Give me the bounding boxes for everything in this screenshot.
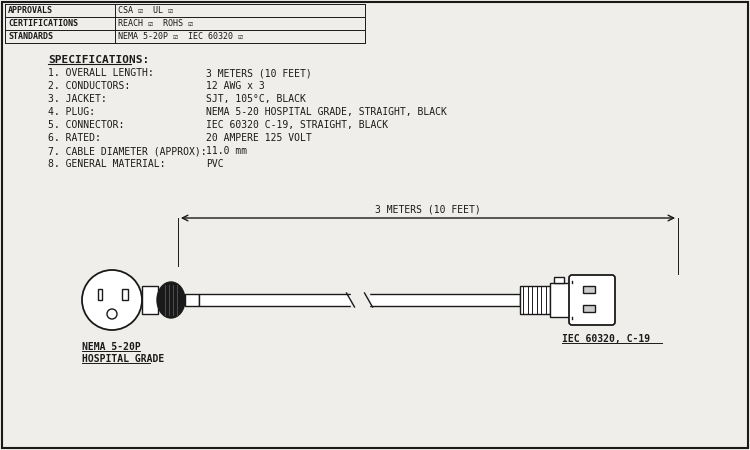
Text: HOSPITAL GRADE: HOSPITAL GRADE (82, 354, 164, 364)
Text: 4. PLUG:: 4. PLUG: (48, 107, 95, 117)
Text: SPECIFICATIONS:: SPECIFICATIONS: (48, 55, 149, 65)
Text: 8. GENERAL MATERIAL:: 8. GENERAL MATERIAL: (48, 159, 166, 169)
Bar (583, 286, 595, 293)
Text: 3 METERS (10 FEET): 3 METERS (10 FEET) (206, 68, 312, 78)
Text: 2. CONDUCTORS:: 2. CONDUCTORS: (48, 81, 130, 91)
Bar (554, 277, 564, 283)
Bar (520, 286, 550, 314)
Bar (550, 283, 572, 317)
Text: 3 METERS (10 FEET): 3 METERS (10 FEET) (375, 205, 481, 215)
Text: NEMA 5-20P ☑  IEC 60320 ☑: NEMA 5-20P ☑ IEC 60320 ☑ (118, 32, 243, 41)
Bar (98, 289, 102, 300)
Bar (583, 305, 595, 312)
Text: NEMA 5-20 HOSPITAL GRADE, STRAIGHT, BLACK: NEMA 5-20 HOSPITAL GRADE, STRAIGHT, BLAC… (206, 107, 447, 117)
Bar (144, 303, 156, 308)
Text: 20 AMPERE 125 VOLT: 20 AMPERE 125 VOLT (206, 133, 312, 143)
Text: NEMA 5-20P: NEMA 5-20P (82, 342, 141, 352)
Text: 3. JACKET:: 3. JACKET: (48, 94, 106, 104)
Text: 5. CONNECTOR:: 5. CONNECTOR: (48, 120, 124, 130)
Text: IEC 60320 C-19, STRAIGHT, BLACK: IEC 60320 C-19, STRAIGHT, BLACK (206, 120, 388, 130)
FancyBboxPatch shape (569, 275, 615, 325)
Bar (122, 289, 128, 300)
Text: IEC 60320, C-19: IEC 60320, C-19 (562, 334, 650, 344)
Text: 6. RATED:: 6. RATED: (48, 133, 100, 143)
Text: PVC: PVC (206, 159, 224, 169)
Bar (199, 294, 520, 306)
Text: 11.0 mm: 11.0 mm (206, 146, 248, 156)
Text: SJT, 105°C, BLACK: SJT, 105°C, BLACK (206, 94, 306, 104)
Text: 12 AWG x 3: 12 AWG x 3 (206, 81, 265, 91)
Circle shape (82, 270, 142, 330)
Bar (185, 294, 199, 306)
Text: CERTIFICATIONS: CERTIFICATIONS (8, 19, 78, 28)
Text: REACH ☑  ROHS ☑: REACH ☑ ROHS ☑ (118, 19, 193, 28)
Circle shape (107, 309, 117, 319)
Text: CSA ☑  UL ☑: CSA ☑ UL ☑ (118, 6, 173, 15)
Text: 7. CABLE DIAMETER (APPROX):: 7. CABLE DIAMETER (APPROX): (48, 146, 206, 156)
Bar (144, 290, 156, 295)
Bar (142, 286, 158, 314)
Ellipse shape (157, 282, 185, 318)
Text: 1. OVERALL LENGTH:: 1. OVERALL LENGTH: (48, 68, 154, 78)
Text: APPROVALS: APPROVALS (8, 6, 53, 15)
Text: STANDARDS: STANDARDS (8, 32, 53, 41)
